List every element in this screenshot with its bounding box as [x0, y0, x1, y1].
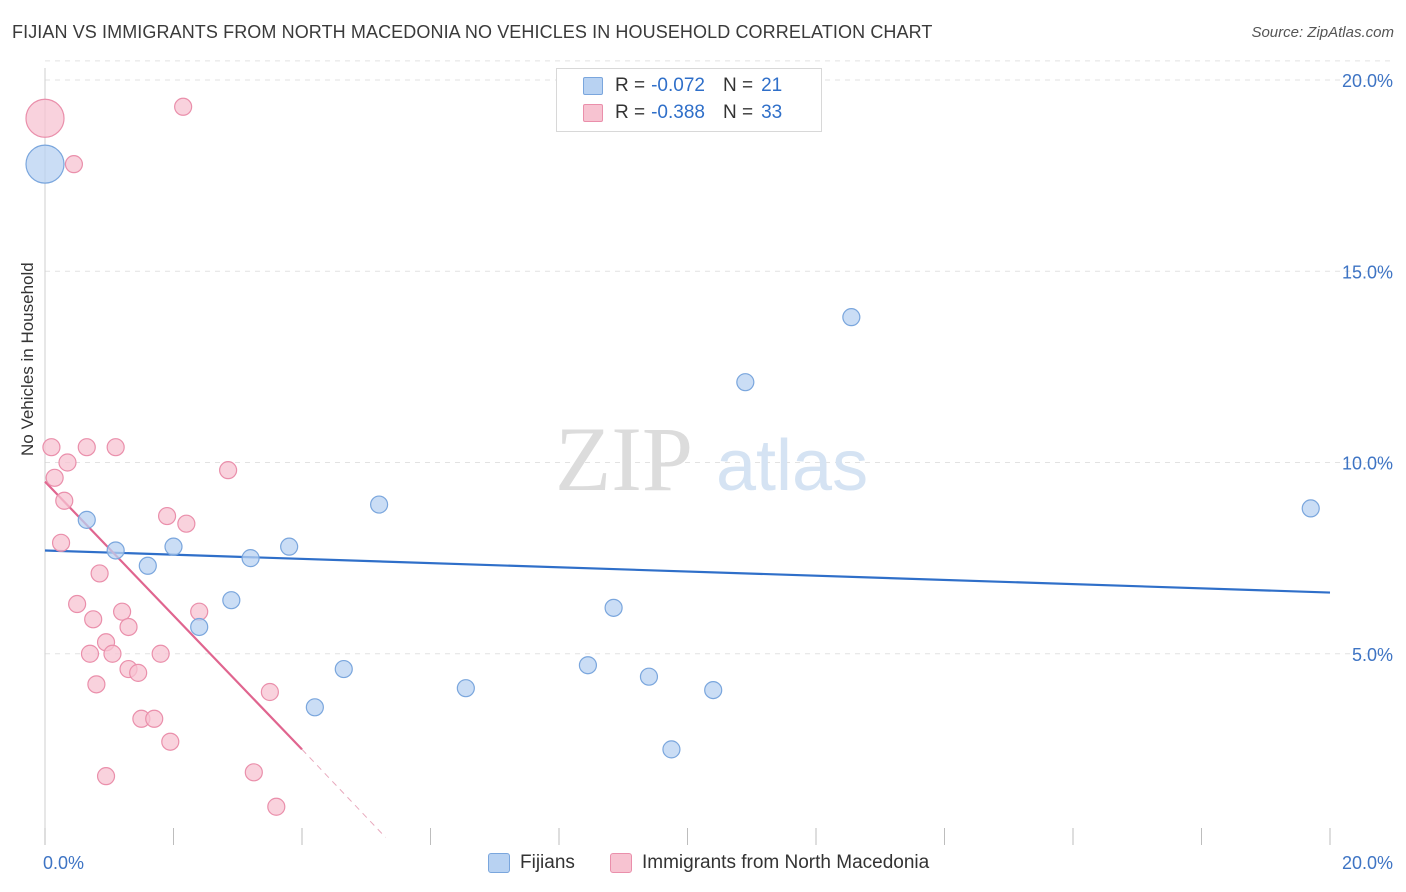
data-point-fijians: [662, 740, 681, 759]
data-point-fijians: [241, 549, 260, 568]
series-legend: Fijians Immigrants from North Macedonia: [0, 852, 1406, 878]
y-axis-label: No Vehicles in Household: [18, 262, 37, 456]
grid-lines: [45, 60, 1392, 655]
data-point-macedonia: [151, 644, 170, 663]
axes: [44, 68, 1331, 845]
data-point-macedonia: [51, 533, 71, 552]
y-tick-label: 15.0%: [1342, 262, 1393, 282]
data-point-fijians: [736, 373, 755, 392]
data-point-macedonia: [174, 97, 193, 116]
data-point-macedonia: [244, 763, 263, 782]
y-tick-label: 20.0%: [1342, 71, 1393, 91]
data-point-fijians: [222, 591, 241, 610]
data-point-macedonia: [103, 644, 122, 663]
legend-item-macedonia[interactable]: Immigrants from North Macedonia: [610, 852, 929, 874]
data-point-fijians: [704, 680, 723, 700]
trend-line-fijians: [44, 549, 1331, 594]
data-point-fijians: [639, 667, 659, 686]
x-tick-label: 0.0%: [43, 853, 84, 873]
legend-label-macedonia: Immigrants from North Macedonia: [642, 852, 930, 873]
legend-row-fijians: R = -0.072 N = 21: [583, 73, 782, 99]
watermark-atlas: atlas: [716, 426, 868, 506]
data-point-fijians: [305, 698, 324, 717]
watermark: ZIP atlas: [555, 408, 868, 510]
legend-r-value: -0.072: [651, 75, 705, 96]
data-point-macedonia: [161, 732, 180, 751]
data-point-fijians: [25, 144, 65, 184]
data-point-macedonia: [87, 675, 106, 694]
legend-label-fijians: Fijians: [520, 852, 575, 873]
data-point-macedonia: [55, 491, 74, 510]
data-point-fijians: [456, 679, 475, 698]
data-point-macedonia: [260, 682, 279, 702]
data-point-macedonia: [90, 564, 109, 583]
legend-r-label: R =: [615, 75, 646, 96]
data-point-macedonia: [119, 617, 138, 637]
data-point-macedonia: [45, 468, 64, 487]
data-point-fijians: [604, 598, 623, 617]
legend-swatch-pink: [583, 104, 603, 122]
tick-labels: 5.0% 10.0% 15.0% 20.0% 0.0% 20.0%: [43, 71, 1393, 873]
data-point-macedonia: [112, 602, 132, 621]
data-point-macedonia: [80, 644, 100, 663]
data-point-fijians: [77, 510, 96, 529]
data-point-fijians: [280, 537, 299, 556]
data-point-macedonia: [129, 663, 148, 682]
data-points: [25, 97, 1320, 816]
legend-row-macedonia: R = -0.388 N = 33: [583, 100, 782, 126]
legend-n-label: N =: [722, 75, 754, 96]
data-point-fijians: [190, 617, 209, 637]
legend-n-value: 21: [761, 75, 783, 96]
source-label: Source: ZipAtlas.com: [1251, 24, 1394, 41]
data-point-macedonia: [42, 438, 61, 457]
y-tick-label: 5.0%: [1352, 645, 1393, 665]
data-point-fijians: [164, 537, 183, 556]
data-point-fijians: [842, 308, 861, 327]
legend-r-label: R =: [615, 102, 646, 123]
x-tick-label: 20.0%: [1342, 853, 1393, 873]
data-point-fijians: [106, 541, 125, 560]
data-point-macedonia: [157, 506, 177, 526]
trend-line-macedonia-extension: [301, 749, 386, 838]
trend-lines: [44, 480, 1331, 838]
legend-n-label: N =: [722, 102, 754, 123]
data-point-macedonia: [25, 98, 65, 138]
data-point-macedonia: [267, 797, 286, 816]
legend-item-fijians[interactable]: Fijians: [488, 852, 575, 874]
legend-swatch-blue: [488, 853, 510, 873]
data-point-macedonia: [77, 438, 96, 457]
data-point-macedonia: [106, 438, 125, 457]
data-point-macedonia: [96, 767, 116, 786]
data-point-fijians: [370, 495, 389, 514]
data-point-fijians: [138, 556, 157, 575]
data-point-fijians: [1301, 499, 1320, 518]
legend-swatch-blue: [583, 77, 603, 95]
data-point-fijians: [334, 659, 353, 679]
legend-swatch-pink: [610, 853, 632, 873]
data-point-macedonia: [84, 610, 103, 629]
data-point-macedonia: [58, 453, 77, 472]
data-point-macedonia: [219, 461, 238, 480]
data-point-macedonia: [64, 155, 84, 174]
watermark-zip: ZIP: [555, 408, 693, 510]
data-point-macedonia: [145, 709, 164, 728]
chart-title: FIJIAN VS IMMIGRANTS FROM NORTH MACEDONI…: [12, 22, 933, 42]
legend-n-value: 33: [761, 102, 783, 123]
data-point-fijians: [578, 656, 598, 675]
data-point-macedonia: [68, 594, 87, 614]
data-point-macedonia: [190, 602, 209, 621]
legend-r-value: -0.388: [651, 102, 705, 123]
data-point-macedonia: [177, 514, 196, 533]
y-tick-label: 10.0%: [1342, 454, 1393, 474]
correlation-legend: R = -0.072 N = 21 R = -0.388 N = 33: [556, 68, 822, 132]
